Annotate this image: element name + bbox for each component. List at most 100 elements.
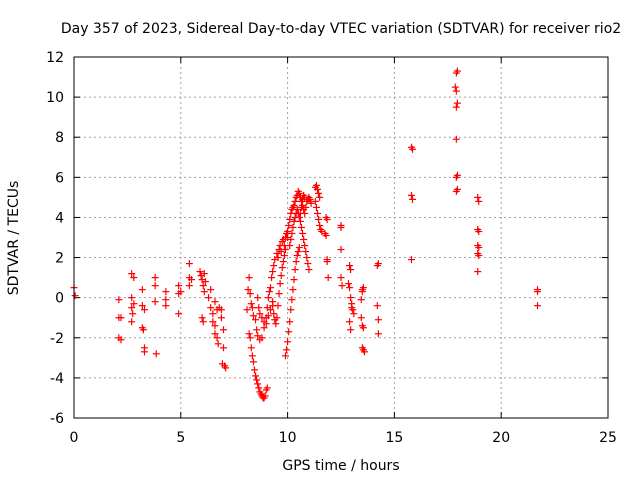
data-point (185, 282, 193, 290)
chart-title: Day 357 of 2023, Sidereal Day-to-day VTE… (61, 21, 621, 37)
data-point (246, 290, 254, 298)
data-point (217, 306, 225, 314)
data-point (294, 248, 302, 256)
data-point (452, 173, 460, 181)
data-point (151, 282, 159, 290)
data-point (253, 326, 261, 334)
y-tick-label: -4 (50, 371, 64, 387)
data-point (277, 272, 285, 280)
data-point (292, 258, 300, 266)
data-point (247, 344, 255, 352)
data-point (290, 201, 298, 209)
data-point (409, 145, 417, 153)
data-point (175, 282, 183, 290)
data-point (346, 284, 354, 292)
data-point (254, 294, 262, 302)
data-point (260, 324, 268, 332)
data-point (322, 231, 330, 239)
data-point (306, 195, 314, 203)
data-point (199, 282, 207, 290)
data-point (278, 264, 286, 272)
data-point (374, 330, 382, 338)
data-point (261, 392, 269, 400)
data-point (286, 318, 294, 326)
data-point (283, 346, 291, 354)
y-tick-label: 12 (46, 50, 64, 66)
data-point (295, 189, 303, 197)
data-point (314, 209, 322, 217)
x-axis-label: GPS time / hours (282, 458, 399, 474)
x-tick-label: 25 (599, 430, 617, 446)
data-point (138, 302, 146, 310)
data-point (534, 288, 542, 296)
data-point (267, 306, 275, 314)
data-point (151, 298, 159, 306)
y-tick-label: 0 (55, 291, 64, 307)
data-point (475, 252, 483, 260)
data-point (201, 278, 209, 286)
data-point (211, 330, 219, 338)
data-point (162, 296, 170, 304)
x-tick-label: 0 (70, 430, 79, 446)
y-tick-label: 4 (55, 210, 64, 226)
data-point (207, 304, 215, 312)
data-point (117, 336, 125, 344)
data-point (316, 221, 324, 229)
data-point (287, 236, 295, 244)
data-point (300, 236, 308, 244)
data-point (272, 320, 280, 328)
data-point (295, 244, 303, 252)
data-point (315, 189, 323, 197)
data-point (359, 284, 367, 292)
data-point (264, 294, 272, 302)
data-point (162, 302, 170, 310)
data-point (199, 318, 207, 326)
data-point (293, 205, 301, 213)
data-point (281, 246, 289, 254)
data-point (347, 294, 355, 302)
grid-lines (74, 57, 608, 418)
data-point (350, 310, 358, 318)
data-point (312, 181, 320, 189)
data-point (302, 248, 310, 256)
data-point (284, 338, 292, 346)
data-point (222, 364, 230, 372)
data-point (337, 246, 345, 254)
data-point (128, 294, 136, 302)
data-point (213, 334, 221, 342)
data-point (270, 262, 278, 270)
data-point (301, 209, 309, 217)
y-tick-label: 6 (55, 170, 64, 186)
data-point (307, 199, 315, 207)
data-point (128, 304, 136, 312)
data-point (140, 348, 148, 356)
data-point (290, 217, 298, 225)
data-point (254, 332, 262, 340)
data-point (346, 318, 354, 326)
plot-frame (73, 56, 609, 419)
data-point (288, 296, 296, 304)
data-point (263, 384, 271, 392)
data-point (374, 316, 382, 324)
data-point (130, 274, 138, 282)
data-point (249, 358, 257, 366)
data-point (130, 300, 138, 308)
data-point (250, 366, 258, 374)
data-point (301, 242, 309, 250)
data-point (324, 274, 332, 282)
data-point (273, 250, 281, 258)
data-point (270, 310, 278, 318)
data-point (475, 197, 483, 205)
data-point (453, 185, 461, 193)
data-point (71, 292, 79, 300)
data-point (248, 304, 256, 312)
data-point (275, 290, 283, 298)
data-point (373, 302, 381, 310)
x-tick-label: 5 (176, 430, 185, 446)
data-point (452, 135, 460, 143)
data-point (162, 288, 170, 296)
data-point (291, 266, 299, 274)
data-point (290, 276, 298, 284)
data-point (245, 330, 253, 338)
data-point (244, 286, 252, 294)
